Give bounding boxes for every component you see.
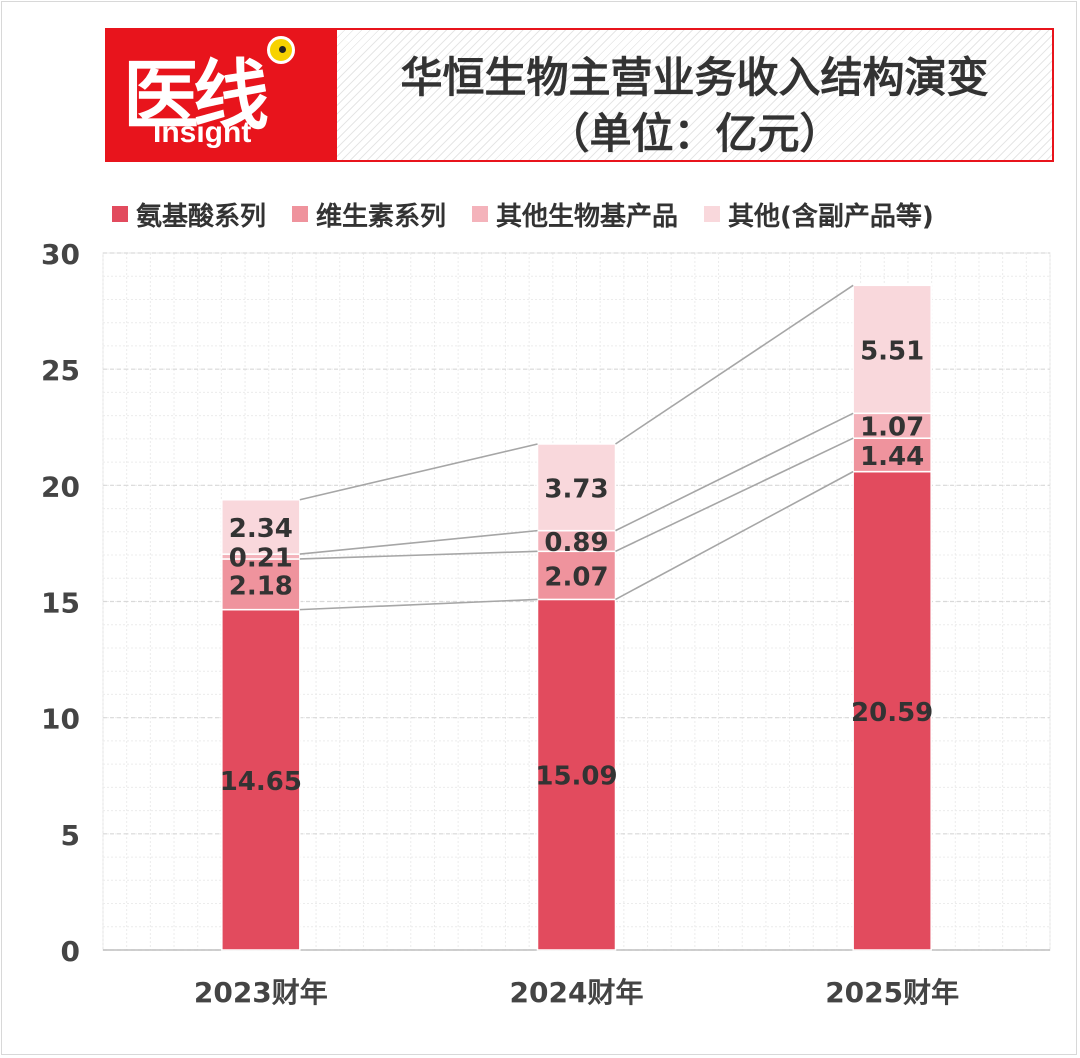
data-label: 2.18 <box>229 571 293 601</box>
bar-segment <box>536 443 617 532</box>
y-tick-label: 0 <box>61 935 80 968</box>
bar-segment <box>852 412 932 439</box>
legend-label: 维生素系列 <box>316 201 447 232</box>
chart-unit: （单位：亿元） <box>547 109 842 158</box>
bar-segment <box>852 437 932 473</box>
legend-swatch <box>292 206 309 222</box>
legend-swatch <box>704 206 721 222</box>
connector-line <box>615 437 854 553</box>
legend-label: 氨基酸系列 <box>136 201 267 232</box>
data-label: 2.07 <box>544 562 608 592</box>
logo-cn-text: 医线 <box>123 51 269 140</box>
y-tick-label: 25 <box>41 354 80 387</box>
y-tick-label: 5 <box>61 819 80 852</box>
legend-item: 氨基酸系列 <box>112 196 266 233</box>
data-label: 20.59 <box>851 698 933 728</box>
data-label: 15.09 <box>535 762 617 792</box>
connector-line <box>615 284 854 445</box>
legend-item: 其他(含副产品等) <box>704 196 934 233</box>
connector-line <box>299 598 538 611</box>
data-label: 14.65 <box>220 767 302 797</box>
legend-swatch <box>112 206 128 222</box>
connector-line <box>299 529 538 555</box>
data-label: 1.44 <box>860 442 924 472</box>
chart-title: 华恒生物主营业务收入结构演变 <box>400 53 989 102</box>
connector-line <box>615 412 854 532</box>
bar-segment <box>221 498 301 555</box>
data-label: 5.51 <box>860 336 924 366</box>
x-tick-label: 2023财年 <box>194 976 328 1009</box>
bar-segment <box>852 470 932 951</box>
y-tick-label: 30 <box>41 238 80 271</box>
bar-segment <box>536 550 617 601</box>
data-label: 0.89 <box>544 528 608 558</box>
connector-line <box>615 470 854 601</box>
legend-item: 其他生物基产品 <box>472 196 678 233</box>
data-label: 0.21 <box>229 544 293 574</box>
bar-segment <box>221 608 301 951</box>
brand-logo: 医线 Insight <box>105 28 335 162</box>
x-tick-label: 2024财年 <box>510 976 644 1009</box>
connector-line <box>299 443 538 501</box>
legend-item: 维生素系列 <box>292 196 446 233</box>
chart-title-box: 华恒生物主营业务收入结构演变 （单位：亿元） <box>335 28 1054 162</box>
data-label: 2.34 <box>229 514 293 544</box>
data-label: 3.73 <box>544 474 608 504</box>
legend-swatch <box>472 206 489 222</box>
connector-line <box>299 550 538 560</box>
y-tick-label: 10 <box>41 703 80 736</box>
y-tick-label: 20 <box>41 470 80 503</box>
y-tick-label: 15 <box>41 587 80 620</box>
legend: 氨基酸系列 维生素系列 其他生物基产品 其他(含副产品等) <box>112 196 960 232</box>
logo-eye-icon <box>267 36 295 64</box>
legend-label: 其他生物基产品 <box>496 201 679 232</box>
data-label: 1.07 <box>860 413 924 443</box>
logo-en-text: Insight <box>153 116 252 149</box>
legend-label: 其他(含副产品等) <box>728 201 934 232</box>
x-tick-label: 2025财年 <box>825 976 959 1009</box>
bar-segment <box>852 284 932 415</box>
bar-segment <box>221 558 301 611</box>
